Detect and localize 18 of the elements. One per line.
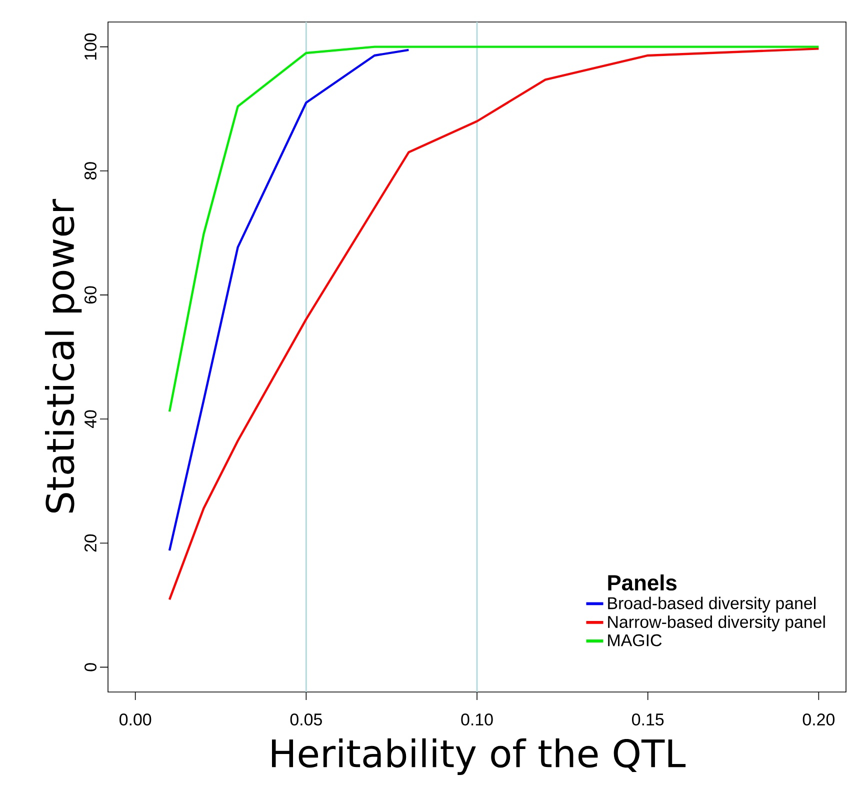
line-series [168, 48, 410, 552]
x-tick-label: 0.15 [632, 714, 664, 726]
y-tick-label: 20 [84, 534, 96, 552]
legend-label: Narrow-based diversity panel [608, 616, 825, 632]
y-tick-label: 80 [84, 162, 96, 180]
legend-label: Broad-based diversity panel [608, 596, 816, 613]
x-tick-label: 0.05 [290, 714, 322, 726]
y-tick-label: 0 [84, 663, 96, 672]
legend-title: Panels [608, 574, 677, 591]
x-tick-label: 0.20 [802, 714, 834, 726]
x-axis-title: Heritability of the QTL [272, 738, 686, 775]
y-tick-label: 40 [84, 410, 96, 428]
x-tick-label: 0.10 [461, 714, 493, 726]
y-tick-label: 100 [84, 33, 96, 60]
y-tick-label: 60 [84, 286, 96, 304]
x-tick-label: 0.00 [120, 714, 152, 726]
legend-label: MAGIC [608, 634, 662, 646]
y-axis-title: Statistical power [45, 198, 82, 513]
